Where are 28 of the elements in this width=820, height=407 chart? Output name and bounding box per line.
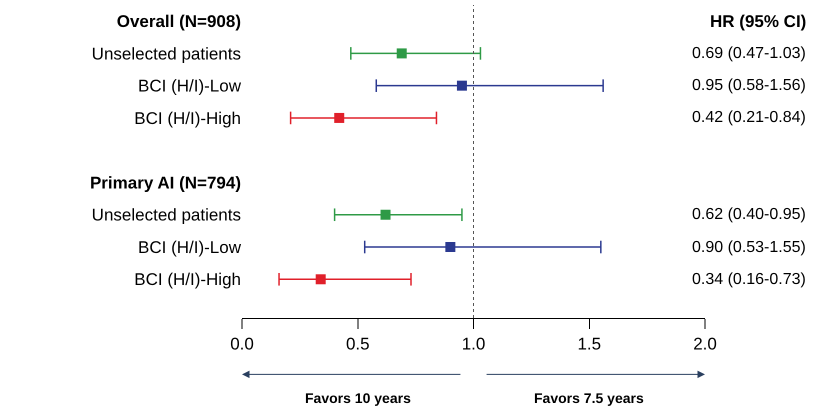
data-label: 0.34 (0.16-0.73) <box>692 271 806 288</box>
data-label: 0.62 (0.40-0.95) <box>692 206 806 223</box>
point <box>334 112 344 123</box>
y-tick-label: Overall (N=908) <box>116 12 241 32</box>
y-tick-label: BCI (H/I)-High <box>134 108 241 128</box>
text: Favors 7.5 years <box>534 390 644 406</box>
point <box>380 210 391 220</box>
point <box>396 48 407 58</box>
text: HR (95% CI) <box>710 12 806 31</box>
x-tick-label: 2.0 <box>693 334 717 354</box>
y-tick-label: Unselected patients <box>92 44 241 64</box>
point <box>316 274 326 284</box>
x-tick-label: 1.5 <box>577 334 602 354</box>
x-tick-label: 1.0 <box>462 334 486 354</box>
point <box>445 242 456 252</box>
y-tick-label: BCI (H/I)-High <box>134 270 241 290</box>
x-tick-label: 0.5 <box>346 334 370 354</box>
text: Favors 10 years <box>305 390 412 406</box>
y-tick-label: Unselected patients <box>92 206 241 225</box>
y-tick-label: BCI (H/I)-Low <box>138 76 242 96</box>
data-label: 0.69 (0.47-1.03) <box>692 45 806 62</box>
data-label: 0.42 (0.21-0.84) <box>692 109 806 126</box>
y-tick-label: Primary AI (N=794) <box>90 173 241 192</box>
y-tick-label: BCI (H/I)-Low <box>138 238 242 257</box>
data-label: 0.95 (0.58-1.56) <box>692 77 806 94</box>
data-label: 0.90 (0.53-1.55) <box>692 239 806 256</box>
x-tick-label: 0.0 <box>230 334 254 354</box>
point <box>456 80 467 91</box>
